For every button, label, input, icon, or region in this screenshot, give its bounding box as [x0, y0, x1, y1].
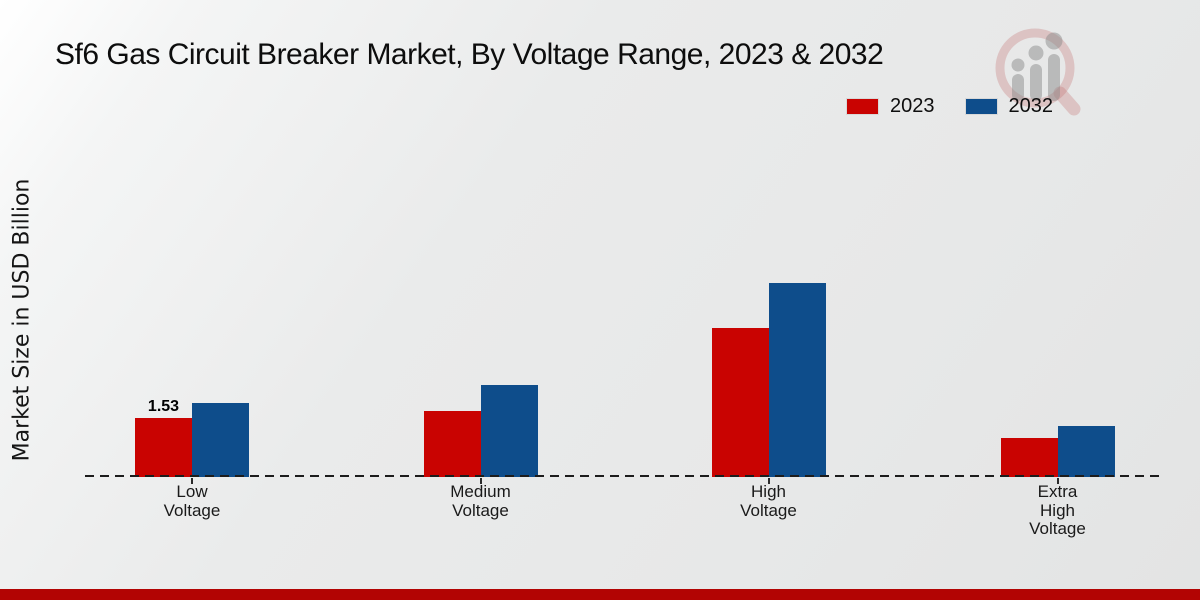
bar-2023-medium-voltage: [423, 411, 481, 477]
category-label-medium-voltage: Medium Voltage: [450, 482, 511, 520]
x-axis-tick-medium-voltage: [479, 478, 482, 484]
chart-title: Sf6 Gas Circuit Breaker Market, By Volta…: [55, 38, 884, 71]
x-axis-tick-low-voltage: [191, 478, 193, 484]
bar-2032-low-voltage: [192, 403, 249, 477]
legend-swatch-2023: [846, 98, 879, 115]
bar-value-label-2023-low-voltage: 1.53: [147, 398, 180, 416]
x-axis-baseline: [85, 475, 1165, 477]
bar-2032-high-voltage: [768, 283, 826, 477]
legend: 2023 2032: [846, 95, 1053, 118]
legend-label-2023: 2023: [890, 95, 935, 117]
category-label-low-voltage: Low Voltage: [163, 482, 221, 520]
legend-item-2023: 2023: [846, 95, 935, 118]
y-axis-label: Market Size in USD Billion: [9, 178, 35, 462]
x-axis-tick-high-voltage: [767, 478, 770, 484]
bar-2023-low-voltage: [135, 418, 192, 477]
footer-red-bar: [0, 589, 1200, 600]
legend-label-2032: 2032: [1008, 95, 1054, 117]
bar-2032-medium-voltage: [480, 384, 538, 477]
x-axis-tick-extra-high-voltage: [1056, 478, 1059, 484]
category-label-high-voltage: High Voltage: [740, 482, 797, 520]
magnifier-growth-logo-watermark: [995, 28, 1081, 116]
bar-2032-extra-high-voltage: [1057, 426, 1115, 477]
legend-swatch-2032: [964, 98, 998, 115]
bar-2023-high-voltage: [711, 328, 769, 477]
category-label-extra-high-voltage: Extra High Voltage: [1029, 482, 1086, 538]
legend-item-2032: 2032: [964, 95, 1054, 118]
bar-2023-extra-high-voltage: [1000, 438, 1058, 477]
